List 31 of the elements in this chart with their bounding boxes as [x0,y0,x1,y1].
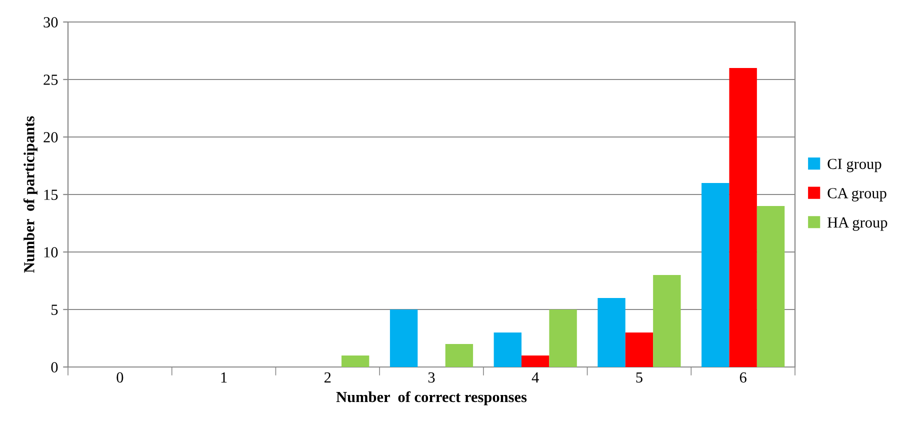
x-tick-label: 6 [740,372,746,383]
y-tick-label: 15 [44,190,58,200]
bar [494,332,522,367]
x-tick-label: 5 [636,372,642,383]
bar [729,68,757,367]
bar [653,275,681,367]
legend-label: HA group [828,217,888,231]
x-tick-label: 2 [324,372,331,382]
legend-label: CI group [828,158,882,172]
x-tick-label: 1 [221,372,227,382]
y-tick-label: 25 [44,74,58,85]
legend-label: CA group [828,188,886,202]
bar [756,206,785,367]
y-axis-title: Number of participants [23,116,38,273]
bar [598,298,626,367]
bar [341,356,370,367]
x-tick-label: 4 [532,372,539,382]
x-tick-label: 3 [428,372,435,383]
bar [390,310,418,367]
y-tick-label: 0 [51,362,58,372]
y-tick-label: 30 [44,17,58,28]
bar [625,332,654,367]
y-tick-label: 5 [52,304,58,315]
bar [549,310,577,367]
y-tick-label: 20 [44,132,58,142]
bar [702,183,730,367]
x-tick-label: 0 [116,372,124,383]
bar [445,344,474,367]
bar [522,356,550,367]
y-tick-label: 10 [44,247,58,258]
x-axis-title: Number of correct responses [336,391,527,406]
